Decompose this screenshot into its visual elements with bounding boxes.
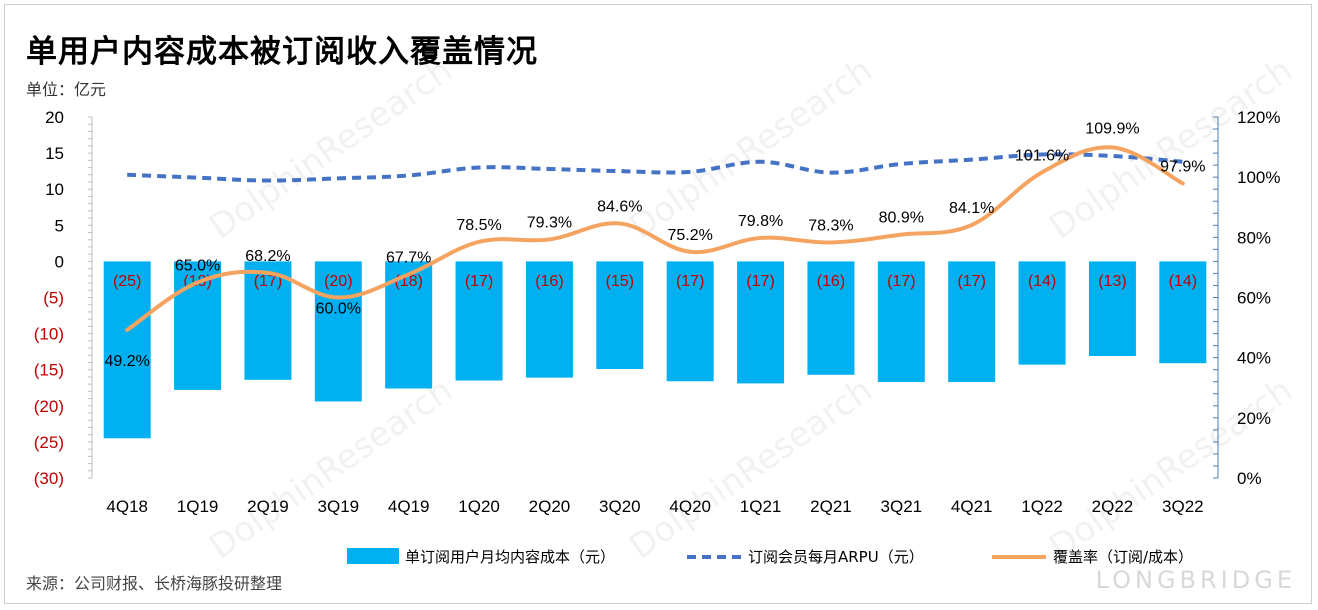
x-axis-tick-label: 4Q19 (388, 497, 430, 516)
bar (948, 261, 996, 382)
left-axis-tick-label: 0 (55, 252, 64, 271)
bar-value-label: (17) (887, 273, 915, 290)
bar-value-label: (15) (606, 273, 634, 290)
left-axis-tick-label: (25) (34, 433, 64, 452)
x-axis-tick-label: 3Q20 (599, 497, 641, 516)
right-axis-tick-label: 80% (1237, 228, 1271, 247)
source-note: 来源：公司财报、长桥海豚投研整理 (26, 574, 283, 593)
coverage-value-label: 79.8% (738, 213, 783, 230)
coverage-value-label: 80.9% (879, 210, 924, 227)
unit-label: 单位：亿元 (26, 80, 107, 99)
brand-logo: LONGBRIDGE (1095, 566, 1296, 594)
bar-value-label: (16) (535, 273, 563, 290)
legend: 单订阅用户月均内容成本（元） 订阅会员每月ARPU（元） 覆盖率（订阅/成本） (347, 548, 1193, 566)
left-axis-tick-label: 10 (45, 180, 64, 199)
bar (666, 261, 714, 382)
x-axis-tick-label: 4Q18 (106, 497, 148, 516)
x-axis-tick-label: 4Q20 (669, 497, 711, 516)
bar-value-label: (25) (113, 273, 141, 290)
legend-label-coverage: 覆盖率（订阅/成本） (1053, 548, 1193, 566)
coverage-value-label: 67.7% (386, 249, 431, 266)
x-axis-tick-label: 1Q21 (740, 497, 782, 516)
x-axis-tick-label: 3Q22 (1162, 497, 1204, 516)
coverage-value-label: 101.6% (1015, 147, 1069, 164)
chart-title: 单用户内容成本被订阅收入覆盖情况 (26, 34, 538, 70)
bar-value-label: (13) (1098, 273, 1126, 290)
bar-value-label: (17) (676, 273, 704, 290)
coverage-value-label: 49.2% (105, 353, 150, 370)
x-axis-tick-label: 1Q22 (1021, 497, 1063, 516)
coverage-value-label: 78.5% (456, 217, 501, 234)
watermark-text: DolphinResearch (1042, 50, 1300, 247)
coverage-value-label: 79.3% (527, 214, 572, 231)
bar-value-label: (17) (957, 273, 985, 290)
right-axis-tick-label: 100% (1237, 168, 1280, 187)
x-axis-tick-label: 2Q20 (529, 497, 571, 516)
x-axis-tick-label: 3Q21 (881, 497, 923, 516)
x-axis-tick-label: 3Q19 (318, 497, 360, 516)
left-axis-tick-label: (10) (34, 325, 64, 344)
x-axis-tick-label: 4Q21 (951, 497, 993, 516)
bar-value-label: (14) (1028, 273, 1056, 290)
coverage-value-label: 68.2% (245, 248, 290, 265)
bar (737, 261, 785, 384)
coverage-value-labels: 49.2% 65.0% 68.2% 60.0% 67.7% 78.5% 79.3% 84.6%… (105, 120, 1206, 370)
legend-swatch-bar (347, 548, 399, 564)
bar (525, 261, 573, 378)
x-axis-tick-label: 1Q20 (458, 497, 500, 516)
x-axis-tick-label: 2Q19 (247, 497, 289, 516)
coverage-value-label: 75.2% (668, 227, 713, 244)
bar-value-label: (20) (324, 273, 352, 290)
bar (807, 261, 855, 375)
left-axis-tick-label: 15 (45, 144, 64, 163)
watermark-text: DolphinResearch (622, 370, 880, 567)
bar (596, 261, 644, 369)
right-axis-tick-label: 20% (1237, 409, 1271, 428)
coverage-value-label: 84.1% (949, 200, 994, 217)
legend-label-bar: 单订阅用户月均内容成本（元） (405, 548, 615, 566)
arpu-line-series (127, 152, 1183, 183)
coverage-value-label: 65.0% (175, 257, 220, 274)
bar (244, 261, 292, 380)
bar (1018, 261, 1066, 365)
coverage-value-label: 97.9% (1160, 158, 1205, 175)
watermark-text: DolphinResearch (202, 50, 460, 247)
coverage-line-series (125, 145, 1185, 332)
coverage-value-label: 84.6% (597, 198, 642, 215)
bar-value-label: (16) (817, 273, 845, 290)
left-axis-tick-label: 20 (45, 108, 64, 127)
right-axis-tick-label: 0% (1237, 469, 1262, 488)
right-axis-tick-label: 60% (1237, 289, 1271, 308)
bar (1159, 261, 1207, 364)
bar-value-label: (17) (465, 273, 493, 290)
bar-value-label: (14) (1169, 273, 1197, 290)
left-axis-tick-label: (5) (43, 289, 64, 308)
bar (1088, 261, 1136, 356)
axes: 20 15 10 5 0 (5) (10) (15) (20) (25) (30) 120% 100% 8… (34, 108, 1281, 516)
bar (455, 261, 503, 381)
coverage-value-label: 78.3% (808, 217, 853, 234)
left-axis-tick-label: (20) (34, 397, 64, 416)
bar (314, 261, 362, 402)
x-axis-tick-label: 2Q22 (1092, 497, 1134, 516)
coverage-value-label: 109.9% (1085, 120, 1139, 137)
left-axis-tick-label: (30) (34, 469, 64, 488)
right-axis-tick-label: 40% (1237, 349, 1271, 368)
bar-value-label: (17) (254, 273, 282, 290)
left-axis-tick-label: (15) (34, 361, 64, 380)
coverage-value-label: 60.0% (316, 301, 361, 318)
bar (877, 261, 925, 382)
x-axis-tick-label: 1Q19 (177, 497, 219, 516)
right-axis-tick-label: 120% (1237, 108, 1280, 127)
left-axis-tick-label: 5 (55, 216, 64, 235)
bar (103, 261, 151, 439)
arpu-line (127, 152, 1183, 183)
bar-value-label: (17) (746, 273, 774, 290)
x-axis-tick-label: 2Q21 (810, 497, 852, 516)
legend-label-arpu: 订阅会员每月ARPU（元） (748, 548, 924, 566)
coverage-line (125, 145, 1185, 332)
